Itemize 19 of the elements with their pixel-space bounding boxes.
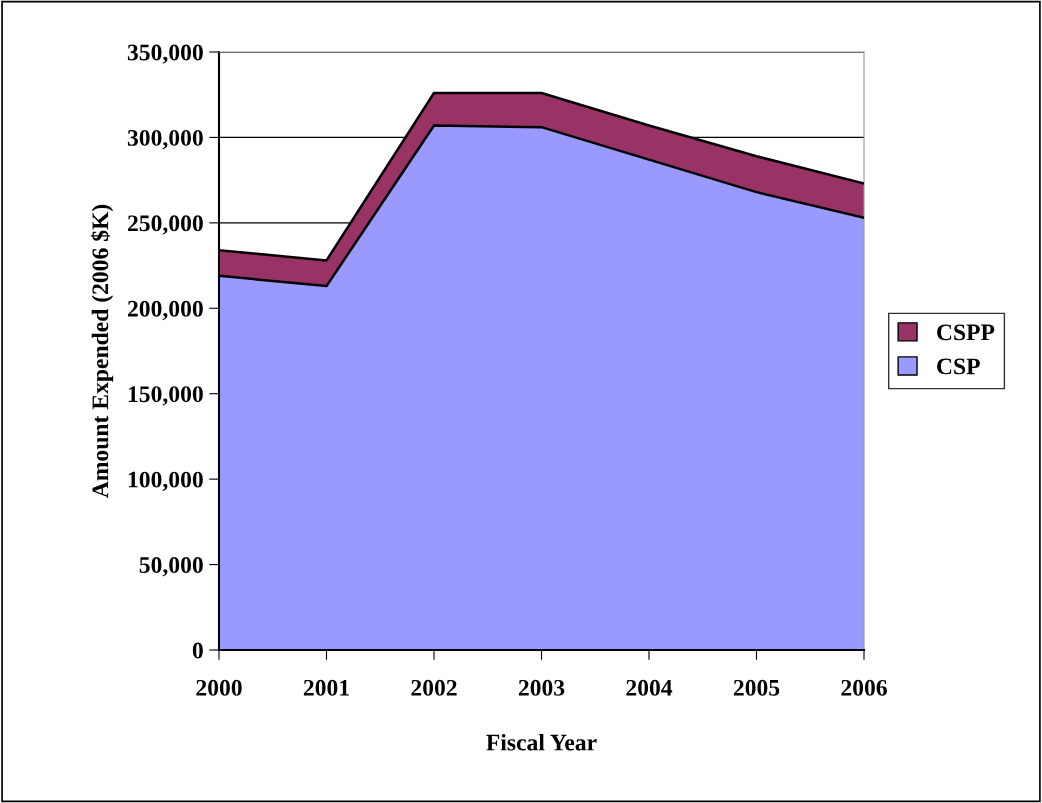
x-tick-label: 2000 (196, 679, 242, 696)
y-tick-label: 0 (192, 642, 203, 659)
y-axis-title: Amount Expended (2006 $K) (90, 204, 114, 499)
legend-label: CSP (937, 358, 980, 375)
y-tick-label: 300,000 (127, 129, 203, 150)
x-tick-label: 2006 (841, 679, 887, 696)
x-tick-label: 2004 (626, 679, 673, 696)
legend-label: CSPP (937, 324, 995, 341)
y-tick-label: 150,000 (128, 386, 203, 406)
x-tick-label: 2005 (733, 679, 780, 696)
y-tick-label: 350,000 (127, 44, 203, 64)
y-tick-label: 250,000 (127, 215, 203, 235)
x-tick-label: 2003 (518, 679, 565, 696)
x-tick-label: 2002 (411, 679, 457, 696)
y-tick-label: 100,000 (128, 471, 203, 491)
y-tick-label: 50,000 (139, 557, 203, 577)
x-axis-title: Fiscal Year (486, 733, 597, 751)
y-tick-label: 200,000 (127, 300, 203, 321)
x-tick-label: 2001 (303, 679, 349, 696)
